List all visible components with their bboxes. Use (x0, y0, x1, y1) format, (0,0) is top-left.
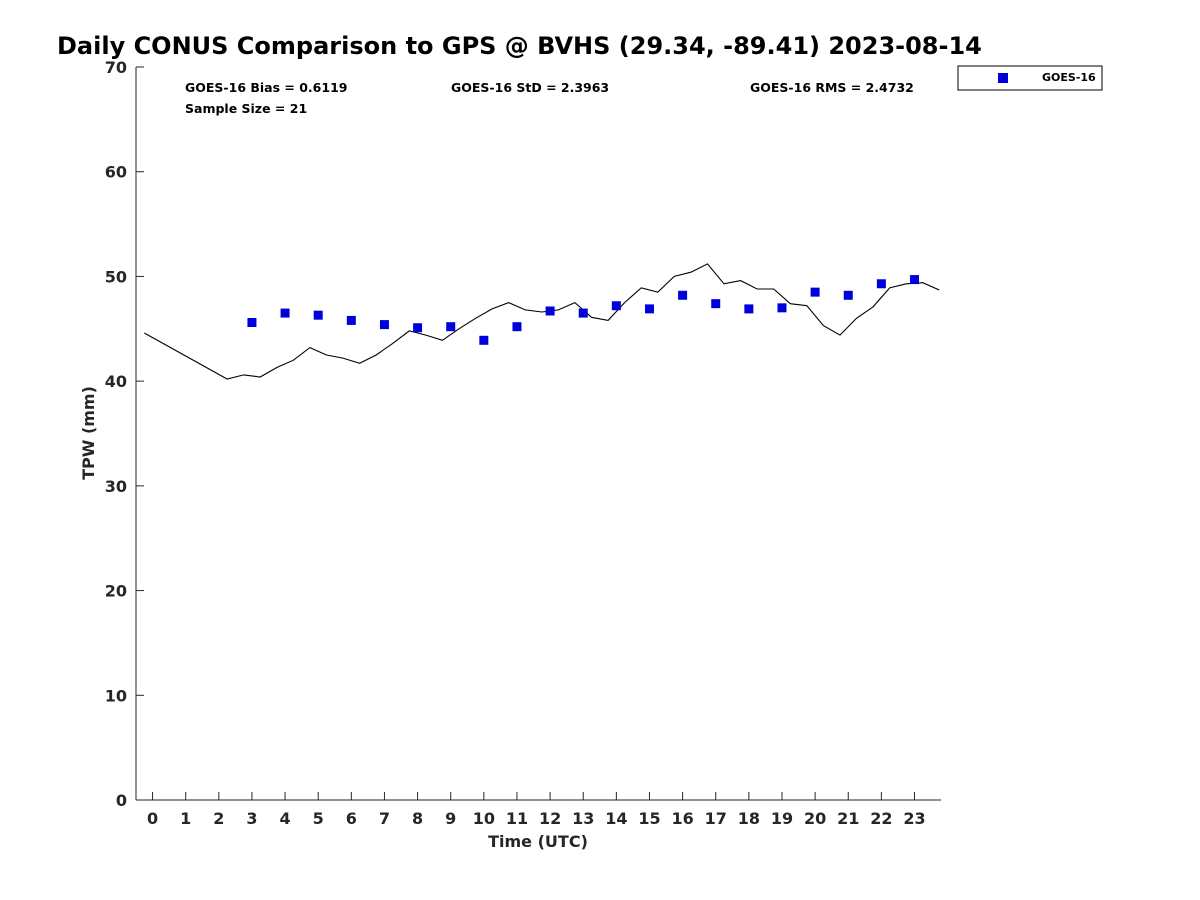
data-point-goes16 (876, 279, 886, 289)
data-point-goes16 (446, 322, 456, 332)
data-point-goes16 (777, 303, 787, 313)
legend-marker-goes16 (998, 73, 1008, 83)
chart-title: Daily CONUS Comparison to GPS @ BVHS (29… (57, 32, 982, 60)
x-tick-label: 0 (147, 809, 158, 828)
data-point-goes16 (678, 290, 688, 300)
y-tick-label: 10 (105, 686, 127, 705)
data-point-goes16 (843, 290, 853, 300)
x-tick-label: 21 (837, 809, 859, 828)
gps-reference-polyline (144, 263, 940, 380)
data-point-goes16 (479, 335, 489, 345)
y-tick-label: 60 (105, 163, 127, 182)
data-point-goes16 (413, 323, 423, 333)
x-tick-label: 15 (638, 809, 660, 828)
x-tick-label: 1 (180, 809, 191, 828)
data-point-goes16 (545, 306, 555, 316)
x-tick-label: 10 (473, 809, 495, 828)
y-axis-label: TPW (mm) (79, 386, 98, 480)
data-point-goes16 (313, 310, 323, 320)
x-tick-label: 23 (903, 809, 925, 828)
data-point-goes16 (611, 301, 621, 311)
x-tick-label: 19 (771, 809, 793, 828)
gps-reference-line (144, 263, 940, 380)
x-tick-label: 3 (246, 809, 257, 828)
x-tick-label: 5 (313, 809, 324, 828)
data-point-goes16 (578, 308, 588, 318)
data-point-goes16 (379, 320, 389, 330)
data-point-goes16 (909, 275, 919, 285)
y-tick-label: 50 (105, 267, 127, 286)
std-stat: GOES-16 StD = 2.3963 (451, 80, 609, 95)
data-point-goes16 (280, 308, 290, 318)
x-tick-label: 13 (572, 809, 594, 828)
rms-stat: GOES-16 RMS = 2.4732 (750, 80, 914, 95)
data-point-goes16 (644, 304, 654, 314)
y-tick-label: 20 (105, 582, 127, 601)
x-tick-label: 8 (412, 809, 423, 828)
x-tick-label: 14 (605, 809, 627, 828)
x-tick-label: 4 (280, 809, 291, 828)
x-tick-label: 2 (213, 809, 224, 828)
x-axis-label: Time (UTC) (488, 832, 588, 851)
sample-size-stat: Sample Size = 21 (185, 101, 307, 116)
y-tick-label: 30 (105, 477, 127, 496)
x-tick-label: 22 (870, 809, 892, 828)
x-tick-label: 17 (705, 809, 727, 828)
x-tick-label: 6 (346, 809, 357, 828)
data-point-goes16 (247, 318, 257, 328)
data-point-goes16 (810, 287, 820, 297)
goes16-points (247, 275, 919, 345)
data-point-goes16 (512, 322, 522, 332)
legend-box (957, 65, 1103, 91)
legend: GOES-16 (957, 65, 1103, 91)
data-point-goes16 (711, 299, 721, 309)
x-tick-label: 16 (671, 809, 693, 828)
bias-stat: GOES-16 Bias = 0.6119 (185, 80, 347, 95)
x-tick-label: 7 (379, 809, 390, 828)
x-tick-label: 20 (804, 809, 826, 828)
x-tick-label: 12 (539, 809, 561, 828)
y-tick-label: 70 (105, 58, 127, 77)
data-point-goes16 (346, 315, 356, 325)
x-tick-label: 9 (445, 809, 456, 828)
x-tick-label: 11 (506, 809, 528, 828)
y-tick-label: 40 (105, 372, 127, 391)
stats-block: GOES-16 Bias = 0.6119 GOES-16 StD = 2.39… (185, 80, 914, 116)
x-tick-label: 18 (738, 809, 760, 828)
legend-label-goes16: GOES-16 (1042, 71, 1096, 84)
y-tick-label: 0 (116, 791, 127, 810)
data-point-goes16 (744, 304, 754, 314)
